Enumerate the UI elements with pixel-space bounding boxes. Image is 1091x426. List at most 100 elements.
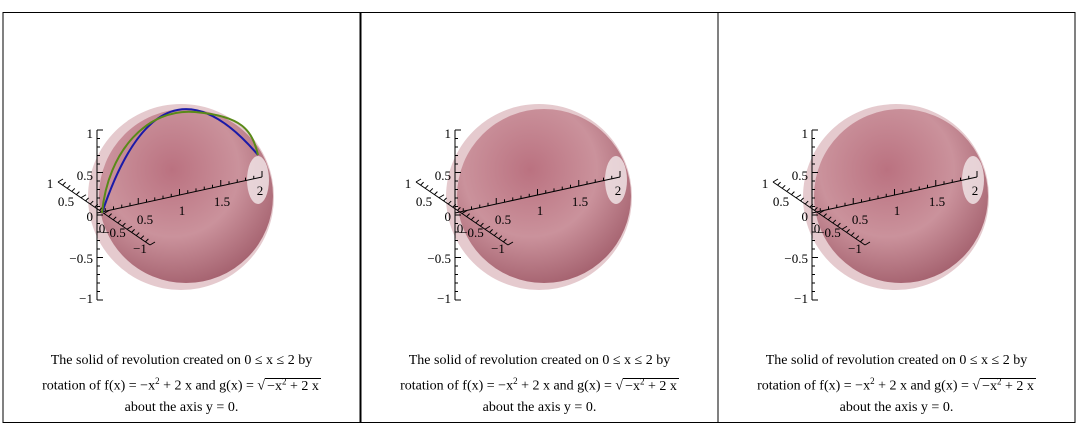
depth-tick-label: 0 [814, 221, 821, 236]
caption-text: + 2 x [286, 378, 319, 394]
depth-tick [415, 178, 422, 183]
y-tick-label: 1 [445, 126, 452, 141]
depth-tick [804, 200, 809, 205]
x-tick-label: 2 [972, 183, 979, 198]
depth-tick-label: −1 [848, 241, 862, 256]
depth-tick [443, 197, 447, 202]
caption-text: rotation of f(x) = −x [400, 378, 514, 394]
caption-text: −x [982, 378, 997, 394]
panel-border [717, 12, 1076, 423]
depth-tick [434, 191, 438, 195]
depth-tick [809, 203, 814, 208]
y-tick-label: −0.5 [427, 251, 451, 266]
cap [247, 156, 269, 204]
depth-tick [503, 238, 507, 243]
y-tick-label: 0 [802, 209, 809, 224]
depth-tick [781, 184, 786, 189]
y-tick-label: 0 [87, 209, 94, 224]
y-tick-label: 1 [802, 126, 809, 141]
caption-line: The solid of revolution created on 0 ≤ x… [765, 353, 1028, 368]
depth-tick [135, 232, 140, 236]
depth-tick [795, 194, 802, 199]
radical-sign: √ [257, 378, 266, 394]
depth-tick [814, 206, 818, 211]
depth-tick [800, 197, 804, 202]
cap [605, 156, 627, 204]
depth-tick [827, 216, 832, 221]
caption-text: + 2 x and g(x) = [159, 378, 258, 394]
cap [962, 156, 984, 204]
depth-tick [112, 216, 117, 221]
exponent: 2 [997, 376, 1002, 386]
sphere [99, 109, 273, 283]
caption-line: The solid of revolution created on 0 ≤ x… [50, 353, 313, 368]
depth-tick [57, 178, 64, 183]
caption-text: + 2 x and g(x) = [517, 378, 616, 394]
caption-text: rotation of f(x) = −x [757, 378, 871, 394]
depth-tick [837, 222, 841, 227]
depth-tick [484, 225, 491, 230]
depth-tick [461, 210, 468, 214]
x-tick-label: 1 [537, 203, 544, 218]
exponent: 2 [282, 376, 287, 386]
depth-tick [126, 225, 133, 230]
caption-text: + 2 x [1001, 378, 1034, 394]
depth-tick-label: 1 [47, 176, 54, 191]
depth-tick [62, 181, 66, 186]
depth-tick [149, 241, 156, 246]
depth-tick [846, 229, 850, 233]
depth-tick [818, 210, 825, 214]
depth-tick [470, 216, 475, 221]
depth-tick-label: 0 [457, 221, 464, 236]
depth-tick [85, 197, 89, 202]
depth-tick-label: 0.5 [416, 194, 432, 209]
depth-tick [507, 241, 514, 246]
radicand: −x2 + 2 x [623, 376, 679, 394]
depth-tick-label: −0.5 [460, 225, 484, 240]
depth-tick-label: 0.5 [773, 194, 789, 209]
caption-text: + 2 x and g(x) = [874, 378, 973, 394]
depth-tick [447, 200, 452, 205]
depth-tick-label: −0.5 [817, 225, 841, 240]
x-tick-label: 0.5 [852, 212, 868, 227]
depth-tick [103, 210, 110, 214]
y-tick-label: 0.5 [77, 168, 93, 183]
y-tick-label: −1 [794, 291, 808, 306]
x-tick-label: 1.5 [214, 194, 230, 209]
depth-tick-label: −1 [491, 241, 505, 256]
depth-tick [466, 213, 470, 218]
depth-tick [145, 238, 149, 243]
depth-tick [429, 188, 434, 192]
caption-line: about the axis y = 0. [482, 399, 597, 415]
y-tick-label: −1 [79, 291, 93, 306]
caption-line: about the axis y = 0. [839, 399, 954, 415]
y-tick-label: −0.5 [69, 251, 93, 266]
caption-line: The solid of revolution created on 0 ≤ x… [408, 353, 671, 368]
depth-tick [117, 219, 122, 224]
depth-tick [76, 191, 80, 195]
y-tick-label: 0.5 [792, 168, 808, 183]
x-tick-label: 1 [179, 203, 186, 218]
depth-tick [94, 203, 99, 208]
curve-g [101, 110, 259, 214]
sphere [814, 109, 988, 283]
panel-border [2, 12, 361, 423]
depth-tick [850, 232, 855, 236]
caption-line: rotation of f(x) = −x2 + 2 x and g(x) = … [361, 371, 718, 397]
depth-tick [475, 219, 480, 224]
depth-tick [493, 232, 498, 236]
depth-tick [864, 241, 871, 246]
sphere [457, 109, 631, 283]
exponent: 2 [640, 376, 645, 386]
x-tick-label: 2 [257, 183, 264, 198]
depth-tick [80, 194, 87, 199]
radicand: −x2 + 2 x [265, 376, 321, 394]
depth-tick [777, 181, 781, 186]
depth-tick [140, 235, 145, 240]
depth-tick [420, 181, 424, 186]
depth-tick [89, 200, 94, 205]
depth-tick-label: −1 [133, 241, 147, 256]
